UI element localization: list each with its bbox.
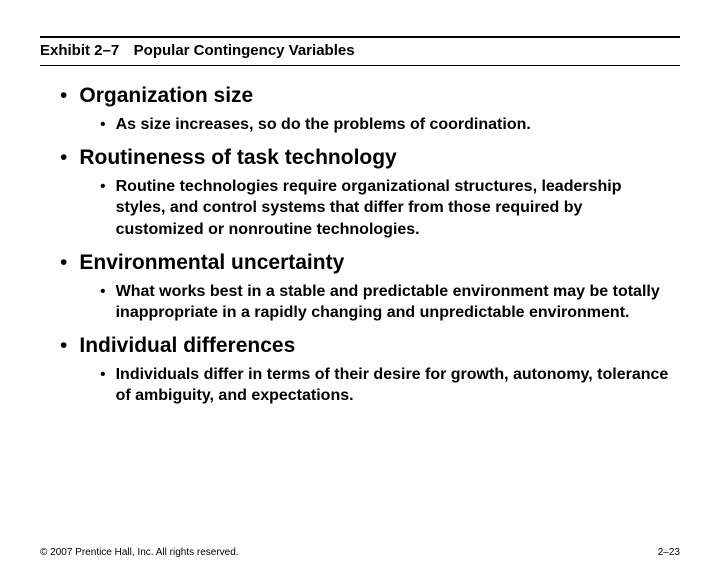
exhibit-label: Exhibit 2–7: [40, 42, 119, 59]
bullet-icon: •: [60, 147, 67, 168]
main-heading-row: • Individual differences: [60, 334, 680, 358]
main-heading-row: • Routineness of task technology: [60, 146, 680, 170]
list-item: • Environmental uncertainty • What works…: [40, 251, 680, 324]
slide-footer: © 2007 Prentice Hall, Inc. All rights re…: [40, 547, 680, 558]
copyright-text: © 2007 Prentice Hall, Inc. All rights re…: [40, 547, 239, 558]
main-heading: Individual differences: [79, 334, 295, 358]
sub-row: • What works best in a stable and predic…: [100, 281, 680, 324]
sub-text: What works best in a stable and predicta…: [116, 281, 670, 324]
bullet-icon: •: [100, 115, 106, 136]
page-number: 2–23: [658, 547, 680, 558]
exhibit-title: Popular Contingency Variables: [134, 42, 355, 59]
sub-text: As size increases, so do the problems of…: [116, 114, 531, 136]
sub-row: • Routine technologies require organizat…: [100, 176, 680, 241]
bullet-icon: •: [100, 365, 106, 386]
content-list: • Organization size • As size increases,…: [40, 84, 680, 407]
sub-row: • Individuals differ in terms of their d…: [100, 364, 680, 407]
bullet-icon: •: [60, 335, 67, 356]
list-item: • Individual differences • Individuals d…: [40, 334, 680, 407]
list-item: • Organization size • As size increases,…: [40, 84, 680, 136]
bullet-icon: •: [60, 252, 67, 273]
bullet-icon: •: [60, 85, 67, 106]
main-heading: Environmental uncertainty: [79, 251, 344, 275]
main-heading: Routineness of task technology: [79, 146, 396, 170]
bullet-icon: •: [100, 282, 106, 303]
sub-row: • As size increases, so do the problems …: [100, 114, 680, 136]
bullet-icon: •: [100, 177, 106, 198]
main-heading: Organization size: [79, 84, 253, 108]
sub-text: Routine technologies require organizatio…: [116, 176, 670, 241]
exhibit-header: Exhibit 2–7 Popular Contingency Variable…: [40, 36, 680, 66]
sub-text: Individuals differ in terms of their des…: [116, 364, 670, 407]
list-item: • Routineness of task technology • Routi…: [40, 146, 680, 241]
main-heading-row: • Organization size: [60, 84, 680, 108]
main-heading-row: • Environmental uncertainty: [60, 251, 680, 275]
